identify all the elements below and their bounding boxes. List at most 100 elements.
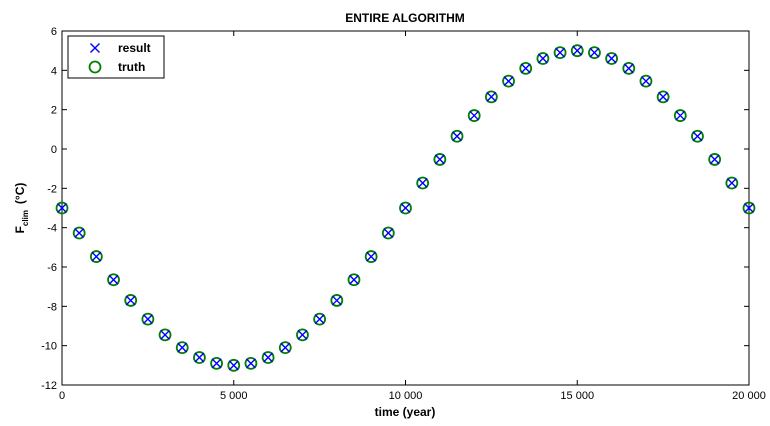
point-result <box>228 360 239 371</box>
point-truth <box>570 44 584 58</box>
point-result <box>211 358 222 369</box>
point-truth <box>141 312 155 326</box>
point-result <box>640 76 651 87</box>
point-truth <box>261 351 275 364</box>
point-truth <box>210 356 223 370</box>
point-truth <box>192 351 206 364</box>
point-truth <box>725 176 739 190</box>
point-result <box>572 45 583 56</box>
point-result <box>400 203 411 213</box>
point-result <box>366 251 377 262</box>
y-axis-label: Fclim (°C) <box>13 183 30 234</box>
point-truth <box>124 294 138 307</box>
y-axis-label-unit: (°C) <box>13 183 27 204</box>
y-tick-label: 0 <box>51 144 57 156</box>
point-truth <box>622 61 636 75</box>
y-axis: -12 -10 -8 -6 -4 -2 0 2 4 6 <box>41 26 749 392</box>
y-tick-label: -12 <box>41 380 57 392</box>
y-tick-label: 2 <box>51 105 57 117</box>
y-tick-label: -2 <box>47 183 57 195</box>
point-result <box>142 314 153 325</box>
point-truth <box>364 250 378 263</box>
legend-symbol-truth <box>88 60 102 74</box>
x-tick-label: 10 000 <box>389 390 423 402</box>
point-truth <box>107 273 120 287</box>
point-truth <box>708 153 722 166</box>
point-truth <box>639 74 653 88</box>
point-result <box>280 342 291 353</box>
point-result <box>623 63 634 74</box>
point-result <box>297 329 308 340</box>
x-tick-label: 20 000 <box>732 390 766 402</box>
legend-label-truth: truth <box>118 60 145 74</box>
point-truth <box>89 250 103 263</box>
point-result <box>263 352 274 363</box>
point-result <box>417 178 428 189</box>
x-tick-label: 5 000 <box>220 390 248 402</box>
point-result <box>520 63 531 74</box>
legend-label-result: result <box>118 41 151 55</box>
y-tick-label: -4 <box>47 223 57 235</box>
point-truth <box>416 176 430 190</box>
legend-box <box>67 35 165 79</box>
point-result <box>658 91 669 102</box>
point-truth <box>158 328 172 342</box>
point-truth <box>519 61 533 75</box>
x-tick-label: 15 000 <box>560 390 594 402</box>
point-truth <box>347 273 361 287</box>
y-tick-label: -10 <box>41 341 57 353</box>
point-truth <box>553 46 567 60</box>
legend-symbol-result <box>90 43 100 53</box>
point-result <box>744 203 754 213</box>
point-result <box>675 110 686 121</box>
point-truth <box>330 294 344 307</box>
point-result <box>434 154 445 165</box>
point-result <box>331 295 342 306</box>
point-truth <box>399 201 412 215</box>
point-truth <box>244 356 258 370</box>
point-result <box>348 274 359 285</box>
y-axis-label-main: F <box>13 226 27 233</box>
point-truth <box>742 201 756 215</box>
point-result <box>555 47 566 58</box>
legend-marker-truth <box>88 60 102 74</box>
point-truth <box>450 129 464 143</box>
point-result <box>177 342 188 353</box>
point-result <box>57 203 67 213</box>
point-result <box>452 131 463 142</box>
point-truth <box>536 52 550 65</box>
point-result <box>503 76 514 87</box>
point-truth <box>433 153 447 166</box>
x-axis-label: time (year) <box>375 405 436 419</box>
svg-text:Fclim(°C): Fclim (°C) <box>13 183 30 234</box>
point-truth <box>656 90 670 104</box>
point-result <box>108 274 119 285</box>
point-truth <box>605 52 618 65</box>
point-result <box>709 154 720 165</box>
point-result <box>91 251 102 262</box>
point-result <box>589 47 600 58</box>
point-result <box>160 329 171 340</box>
x-axis: 0 5 000 10 000 15 000 20 000 <box>59 31 766 402</box>
point-result <box>486 91 497 102</box>
legend-marker-result <box>90 43 100 53</box>
point-result <box>383 227 394 238</box>
point-truth <box>55 201 69 215</box>
point-truth <box>175 341 189 355</box>
point-result <box>74 227 85 238</box>
point-truth <box>313 312 327 326</box>
point-result <box>314 314 325 325</box>
point-truth <box>691 129 704 143</box>
point-result <box>537 53 548 64</box>
point-truth <box>72 226 86 240</box>
x-tick-label: 0 <box>59 390 65 402</box>
y-axis-label-sub: clim <box>21 210 30 226</box>
point-truth <box>381 226 395 240</box>
point-truth <box>227 358 241 372</box>
point-truth <box>467 109 481 122</box>
point-result <box>125 295 136 306</box>
point-truth <box>278 341 292 355</box>
y-tick-label: 4 <box>51 65 57 77</box>
point-truth <box>673 109 687 122</box>
